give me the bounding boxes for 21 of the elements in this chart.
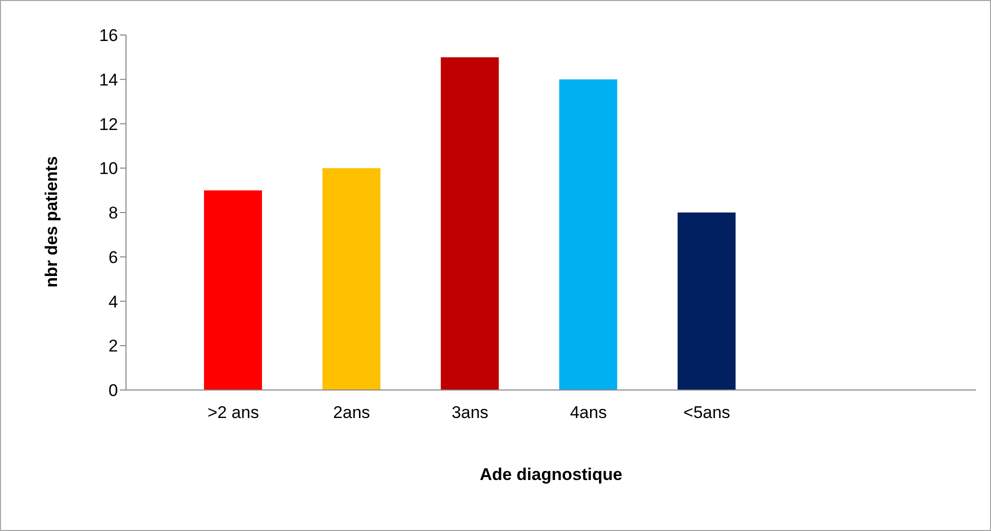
x-tick-label: <5ans: [683, 403, 730, 422]
y-tick-label: 0: [108, 381, 118, 400]
y-tick-label: 8: [108, 204, 118, 223]
y-tick-label: 2: [108, 336, 118, 356]
x-axis-title: Ade diagnostique: [480, 465, 622, 484]
bar: [322, 168, 380, 390]
y-tick-label: 6: [108, 248, 118, 267]
x-tick-label: >2 ans: [207, 403, 259, 422]
y-tick-label: 10: [99, 159, 118, 178]
bar: [559, 79, 618, 390]
bar: [440, 57, 499, 390]
x-tick-label: 2ans: [333, 403, 370, 422]
bar: [204, 190, 262, 390]
x-tick-label: 4ans: [570, 403, 607, 422]
y-tick-label: 16: [99, 26, 118, 46]
bar: [678, 212, 736, 390]
y-tick-label: 12: [99, 114, 118, 134]
x-tick-label: 3ans: [452, 403, 488, 422]
y-tick-label: 14: [99, 70, 118, 90]
y-tick-label: 4: [108, 292, 118, 312]
y-axis-title: nbr des patients: [42, 156, 62, 288]
